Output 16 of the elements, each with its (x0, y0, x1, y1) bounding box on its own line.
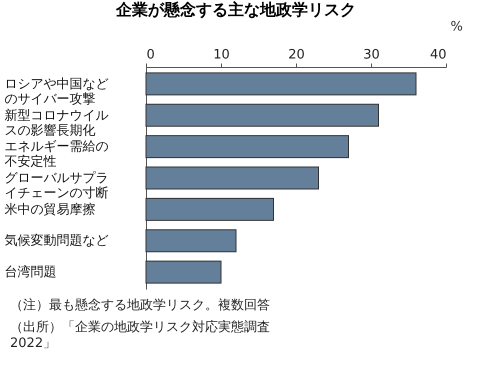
y-tick-label: ロシアや中国などのサイバー攻撃 (4, 76, 108, 107)
x-tick-label: 0 (146, 48, 155, 62)
y-tick-label: エネルギー需給の不安定性 (4, 140, 108, 170)
x-tick-label: 40 (430, 48, 446, 62)
y-tick-label: 気候変動問題など (4, 232, 108, 249)
text: （注）最も懸念する地政学リスク。複数回答 (10, 298, 270, 313)
x-axis-title: % (450, 20, 463, 34)
x-tick-label: 30 (363, 48, 380, 62)
y-tick-label: 米中の貿易摩擦 (4, 202, 96, 218)
chart-title: 企業が懸念する主な地政学リスク (115, 0, 356, 19)
y-tick-label: 新型コロナウイルスの影響長期化 (4, 108, 108, 138)
x-tick-label: 20 (288, 48, 305, 62)
text: （出所）「企業の地政学リスク対応実態調査2022」 (10, 319, 270, 351)
x-tick-label: 10 (213, 48, 230, 62)
y-tick-label: 台湾問題 (4, 264, 56, 280)
y-tick-label: グローバルサプライチェーンの寸断 (4, 171, 108, 201)
